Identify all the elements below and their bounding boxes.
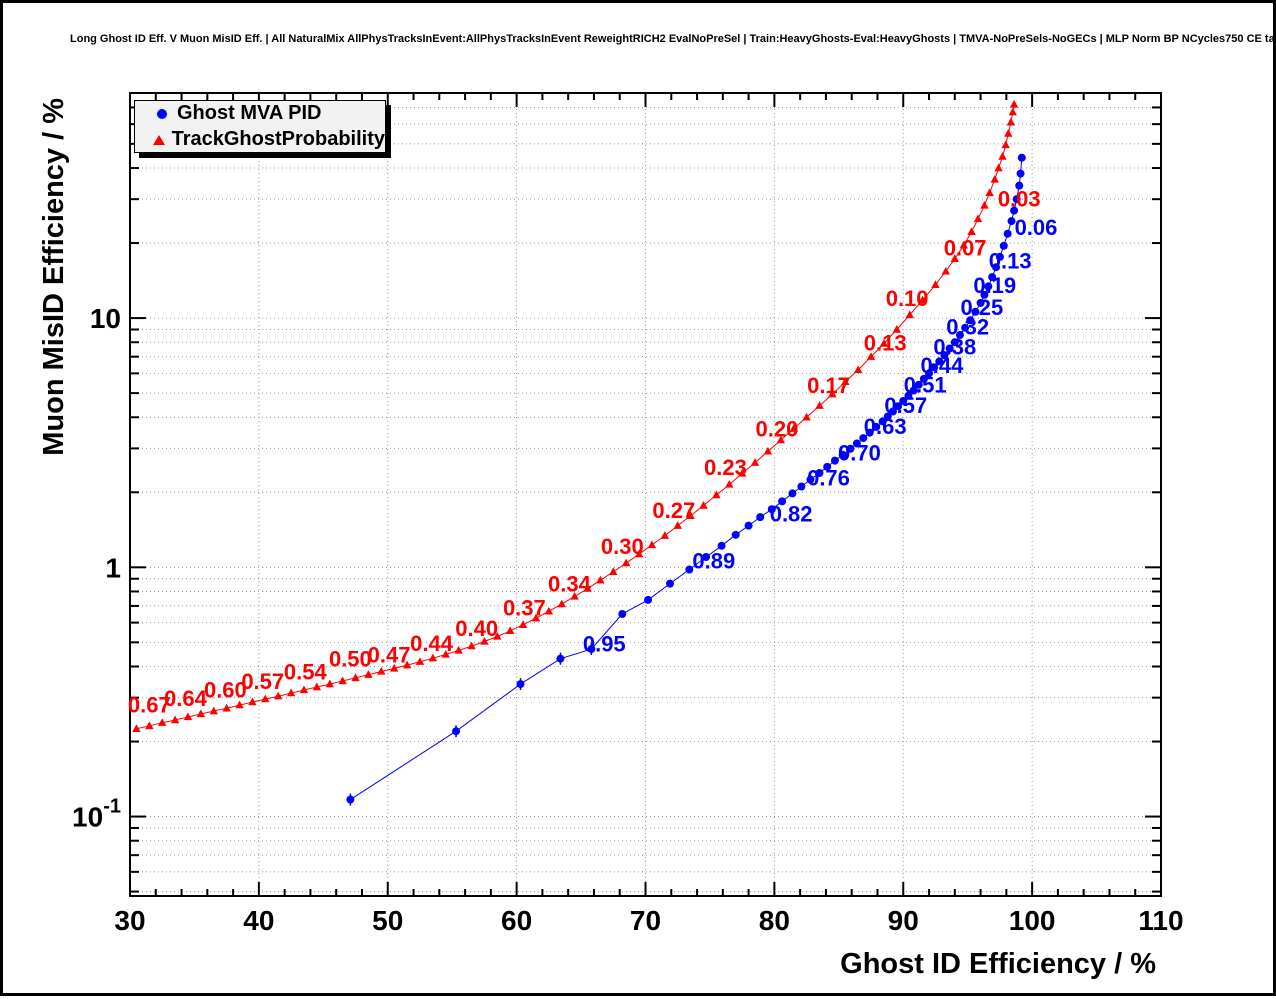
svg-text:0.17: 0.17: [807, 373, 850, 398]
svg-text:0.23: 0.23: [704, 455, 747, 480]
red-triangle-marker-icon: [153, 134, 166, 145]
svg-text:30: 30: [114, 905, 145, 936]
svg-text:0.54: 0.54: [284, 659, 328, 684]
legend-item-ghost-mva-pid: Ghost MVA PID: [147, 102, 385, 125]
svg-text:10-1: 10-1: [72, 796, 121, 833]
svg-text:70: 70: [630, 905, 661, 936]
svg-text:0.03: 0.03: [998, 187, 1041, 212]
svg-text:0.06: 0.06: [1015, 215, 1058, 240]
legend: Ghost MVA PID TrackGhostProbability: [134, 100, 386, 153]
y-axis-title: Muon MisID Efficiency / %: [38, 98, 70, 456]
svg-text:80: 80: [759, 905, 790, 936]
svg-text:0.95: 0.95: [583, 631, 626, 656]
svg-text:0.20: 0.20: [756, 416, 799, 441]
cut-labels-ghost-mva-pid: 0.95 0.89 0.82 0.760.700.630.570.510.440.38…: [583, 215, 1058, 656]
svg-text:0.60: 0.60: [204, 678, 247, 703]
svg-text:90: 90: [888, 905, 919, 936]
svg-text:0.34: 0.34: [548, 571, 592, 596]
svg-text:0.67: 0.67: [128, 692, 171, 717]
svg-text:0.32: 0.32: [946, 314, 989, 339]
cut-labels-trackghostprobability: 0.670.640.600.57 0.540.500.47 0.440.400.37…: [128, 187, 1041, 718]
svg-text:0.25: 0.25: [960, 295, 1003, 320]
svg-text:40: 40: [243, 905, 274, 936]
svg-text:0.50: 0.50: [329, 647, 372, 672]
svg-text:0.40: 0.40: [455, 616, 498, 641]
svg-text:0.44: 0.44: [920, 353, 964, 378]
gridlines: [130, 93, 1161, 896]
svg-text:0.37: 0.37: [503, 596, 546, 621]
svg-text:0.38: 0.38: [933, 334, 976, 359]
svg-text:1: 1: [105, 552, 121, 583]
svg-text:0.13: 0.13: [989, 249, 1032, 274]
svg-text:0.89: 0.89: [692, 548, 735, 573]
svg-text:0.44: 0.44: [410, 631, 454, 656]
svg-text:0.47: 0.47: [368, 643, 411, 668]
series-trackghostprobability: [132, 99, 1019, 732]
svg-text:100: 100: [1009, 905, 1056, 936]
svg-text:0.70: 0.70: [838, 441, 881, 466]
y-tick-labels: 10-1 1 10: [72, 303, 121, 832]
svg-text:0.51: 0.51: [904, 373, 947, 398]
blue-circle-marker-icon: [157, 108, 167, 119]
svg-text:0.57: 0.57: [884, 393, 927, 418]
series-ghost-mva-pid: [346, 153, 1026, 806]
svg-text:0.10: 0.10: [886, 286, 929, 311]
svg-text:0.63: 0.63: [864, 414, 907, 439]
svg-text:0.30: 0.30: [601, 534, 644, 559]
legend-label: TrackGhostProbability: [171, 128, 385, 150]
svg-text:0.57: 0.57: [241, 669, 284, 694]
svg-text:50: 50: [372, 905, 403, 936]
svg-text:0.13: 0.13: [864, 331, 907, 356]
svg-text:110: 110: [1138, 905, 1183, 936]
svg-text:0.19: 0.19: [973, 273, 1016, 298]
svg-text:0.82: 0.82: [770, 501, 813, 526]
plot-header-title: Long Ghost ID Eff. V Muon MisID Eff. | A…: [70, 33, 1276, 45]
legend-item-trackghostprobability: TrackGhostProbability: [147, 128, 385, 151]
legend-marker-area: [147, 108, 177, 119]
svg-text:0.27: 0.27: [652, 498, 695, 523]
legend-marker-area: [147, 134, 172, 145]
svg-text:10: 10: [90, 303, 121, 334]
svg-text:0.76: 0.76: [807, 465, 850, 490]
svg-text:60: 60: [501, 905, 532, 936]
x-axis-title: Ghost ID Efficiency / %: [840, 948, 1156, 980]
x-tick-labels: 30 40 50 60 70 80 90 100 110: [114, 905, 1183, 936]
chart-layer: 30 40 50 60 70 80 90 100 11010-11100.950.890.820…: [72, 92, 1184, 936]
legend-label: Ghost MVA PID: [177, 102, 322, 124]
svg-text:0.07: 0.07: [944, 236, 987, 261]
svg-text:0.64: 0.64: [164, 686, 208, 711]
